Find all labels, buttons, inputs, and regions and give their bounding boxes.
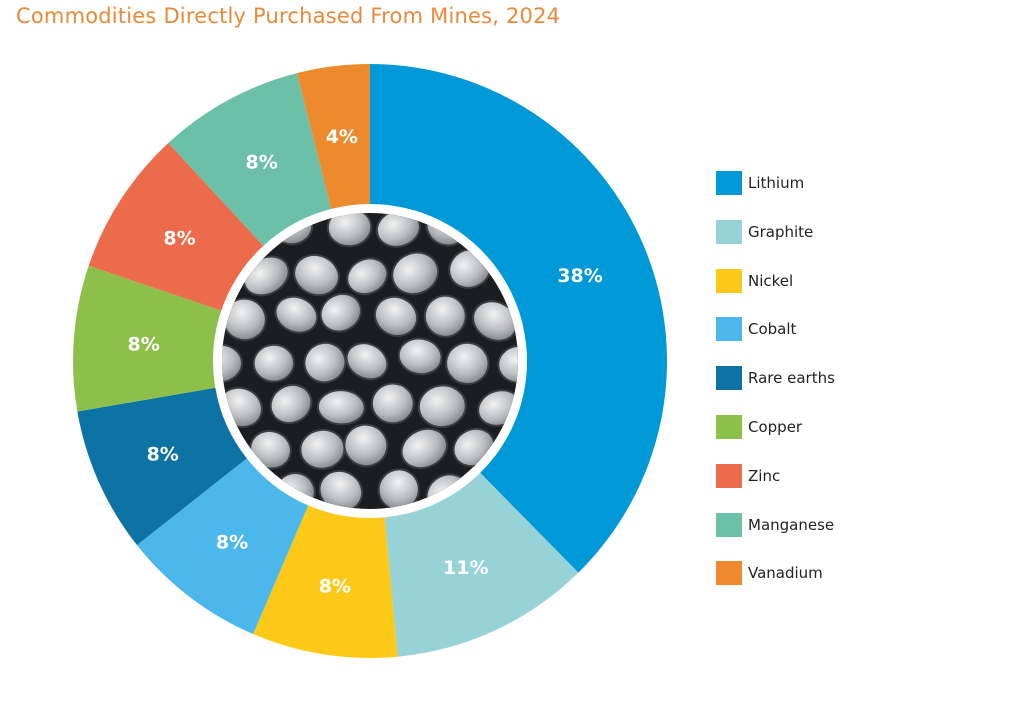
legend-label: Lithium <box>748 174 805 192</box>
legend-swatch <box>716 268 742 293</box>
legend-item-cobalt: Cobalt <box>716 317 835 342</box>
slice-nickel <box>253 505 398 658</box>
legend-swatch <box>716 219 742 244</box>
slice-copper <box>72 265 222 412</box>
slice-label-copper: 8% <box>128 333 160 355</box>
slice-label-lithium: 38% <box>557 265 602 287</box>
slice-label-nickel: 8% <box>319 575 351 597</box>
slice-label-zinc: 8% <box>163 227 195 249</box>
legend-item-copper: Copper <box>716 414 835 439</box>
legend-item-nickel: Nickel <box>716 268 835 293</box>
slice-vanadium <box>296 64 370 209</box>
slice-label-graphite: 11% <box>443 557 488 579</box>
slice-label-cobalt: 8% <box>216 531 248 553</box>
legend-item-graphite: Graphite <box>716 219 835 244</box>
legend-label: Copper <box>748 417 803 436</box>
legend-swatch <box>716 561 742 586</box>
legend-label: Cobalt <box>748 320 797 339</box>
legend: Lithium Graphite Nickel Cobalt Rare earths Co… <box>716 171 835 610</box>
legend-label: Zinc <box>748 466 781 485</box>
legend-label: Manganese <box>748 515 835 534</box>
legend-swatch <box>716 317 742 342</box>
legend-item-manganese: Manganese <box>716 512 835 537</box>
slice-graphite <box>384 472 579 657</box>
slice-label-vanadium: 4% <box>326 126 358 148</box>
slice-manganese <box>168 73 332 246</box>
legend-item-rare-earths: Rare earths <box>716 366 835 391</box>
legend-item-zinc: Zinc <box>716 463 835 488</box>
chart-title: Commodities Directly Purchased From Mine… <box>16 4 561 28</box>
legend-label: Rare earths <box>748 369 835 388</box>
legend-item-vanadium: Vanadium <box>716 561 835 586</box>
legend-label: Vanadium <box>748 564 823 583</box>
slice-zinc <box>88 142 264 311</box>
legend-swatch <box>716 414 742 439</box>
slice-label-manganese: 8% <box>246 152 278 174</box>
legend-swatch <box>716 366 742 391</box>
legend-item-lithium: Lithium <box>716 171 835 195</box>
slice-lithium <box>370 64 667 573</box>
slice-cobalt <box>136 458 309 635</box>
legend-swatch <box>716 171 742 195</box>
legend-label: Nickel <box>748 271 794 290</box>
slice-rare-earths <box>77 387 247 546</box>
legend-swatch <box>716 512 742 537</box>
slice-label-rare-earths: 8% <box>147 444 179 466</box>
legend-swatch <box>716 463 742 488</box>
legend-label: Graphite <box>748 222 814 241</box>
